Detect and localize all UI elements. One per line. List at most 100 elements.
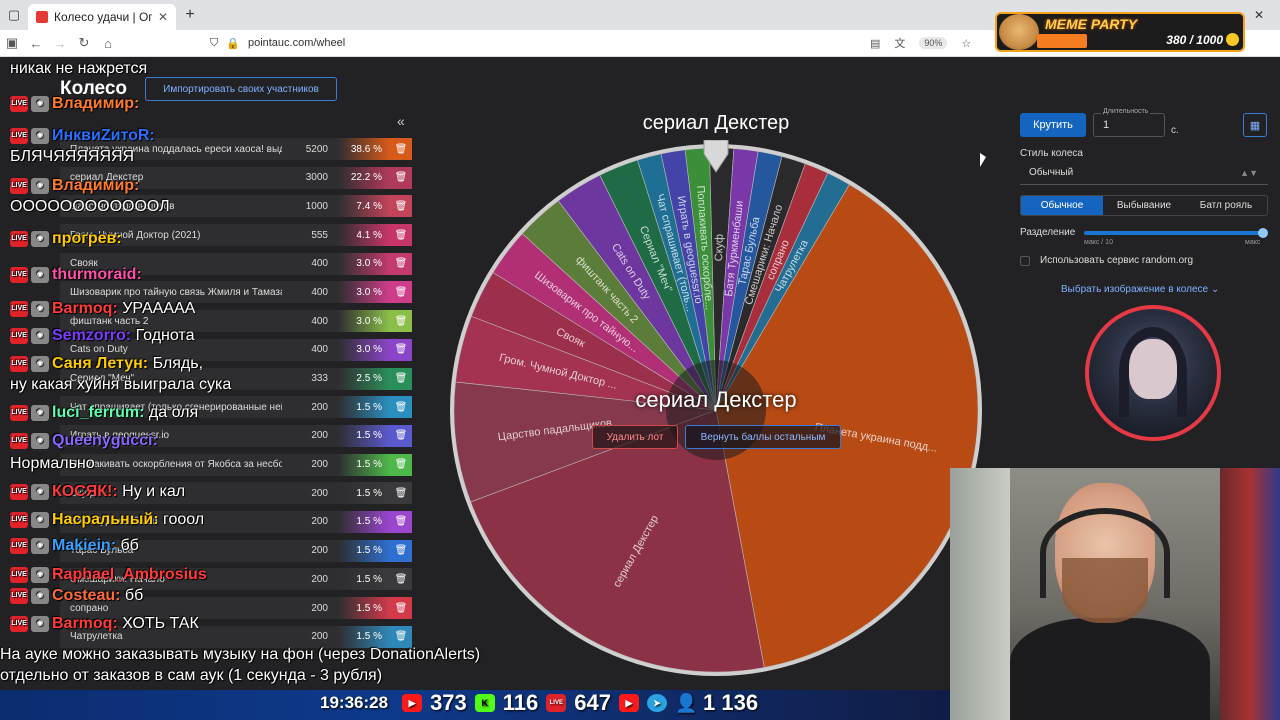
lot-amount[interactable]: 3000 [305, 172, 328, 184]
lot-amount[interactable]: 400 [311, 286, 328, 298]
reload-icon[interactable]: ↻ [78, 35, 90, 50]
lot-row[interactable]: Гром. Чумной Доктор (2021) 555 4.1 % 🗑 [60, 224, 412, 247]
forward-icon[interactable]: → [53, 35, 67, 51]
trash-icon[interactable]: 🗑 [390, 539, 412, 562]
lot-row[interactable]: Шизоварик про тайную связь Жмиля и Тамаз… [60, 281, 412, 304]
lot-row[interactable]: сопрано 200 1.5 % 🗑 [60, 597, 412, 619]
trash-icon[interactable]: 🗑 [390, 281, 412, 304]
site-info-icon[interactable]: ⛉ [210, 36, 219, 49]
lot-name[interactable]: Планета украина поддалась ереси хаоса! в… [70, 143, 282, 155]
trash-icon[interactable]: 🗑 [390, 568, 412, 591]
trash-icon[interactable]: 🗑 [390, 396, 412, 419]
trash-icon[interactable]: 🗑 [390, 367, 412, 390]
trash-icon[interactable]: 🗑 [390, 138, 412, 160]
lot-amount[interactable]: 200 [311, 631, 328, 643]
lot-amount[interactable]: 333 [311, 373, 328, 384]
wheel-style-select[interactable]: Обычный ▲▼ [1020, 161, 1268, 185]
trash-icon[interactable]: 🗑 [390, 453, 412, 476]
lot-amount[interactable]: 1000 [305, 200, 328, 212]
tab-close-icon[interactable]: ✕ [157, 10, 168, 24]
lot-row[interactable]: Играть в geoguessr.io 200 1.5 % 🗑 [60, 424, 412, 447]
lot-amount[interactable]: 400 [311, 344, 328, 356]
lot-row[interactable]: Батя Туркменбаши 200 1.5 % 🗑 [60, 510, 412, 533]
lot-amount[interactable]: 200 [311, 430, 328, 442]
lot-name[interactable]: Играть в geoguessr.io [70, 430, 170, 442]
lot-name[interactable]: Смешарики: Начало [70, 573, 165, 585]
lot-row[interactable]: Сериал "Меч" 333 2.5 % 🗑 [60, 367, 412, 390]
trash-icon[interactable]: 🗑 [390, 224, 412, 247]
lot-amount[interactable]: 200 [311, 602, 328, 614]
lot-amount[interactable]: 200 [311, 545, 328, 557]
fullscreen-icon[interactable]: ▦ [1243, 113, 1267, 137]
trash-icon[interactable]: 🗑 [390, 195, 412, 218]
trash-icon[interactable]: 🗑 [390, 625, 412, 648]
lot-row[interactable]: Чатрулетка 200 1.5 % 🗑 [60, 625, 412, 648]
lot-row[interactable]: сериал Декстер 3000 22.2 % 🗑 [60, 166, 412, 189]
duration-input[interactable]: 1 [1093, 113, 1165, 137]
zoom-level[interactable]: 90% [919, 37, 948, 49]
import-participants-button[interactable]: Импортировать своих участников [145, 77, 337, 101]
lot-name[interactable]: Шизоварик про тайную связь Жмиля и Тамаз… [70, 286, 282, 298]
lot-name[interactable]: Свояк [70, 258, 98, 270]
lot-row[interactable]: Поплакивать оскорбления от Якобса за нес… [60, 453, 412, 476]
reader-view-icon[interactable]: ▤ [870, 37, 881, 50]
lot-name[interactable]: Тарас Бульба [70, 545, 134, 557]
url-field[interactable]: ⛉ 🔒 pointauc.com/wheel [210, 37, 870, 50]
home-icon[interactable]: ⌂ [104, 35, 112, 51]
lot-row[interactable]: Свояк 400 3.0 % 🗑 [60, 252, 412, 275]
lot-name[interactable]: Чат спрашивает (только сгенерированные н… [70, 401, 282, 413]
division-slider-track[interactable] [1084, 231, 1264, 235]
lot-row[interactable]: Планета украина поддалась ереси хаоса! в… [60, 138, 412, 160]
random-org-option[interactable]: Использовать сервис random.org [1020, 255, 1193, 266]
lot-row[interactable]: Смешарики: Начало 200 1.5 % 🗑 [60, 568, 412, 591]
lot-amount[interactable]: 200 [311, 459, 328, 471]
lot-name[interactable]: Сериал "Меч" [70, 373, 135, 384]
choose-wheel-image-link[interactable]: Выбрать изображение в колесе ⌄ [1061, 284, 1220, 295]
lot-amount[interactable]: 400 [311, 258, 328, 270]
spin-button[interactable]: Крутить [1020, 113, 1086, 137]
lot-row[interactable]: Царство падальщиков 1000 7.4 % 🗑 [60, 195, 412, 218]
return-points-button[interactable]: Вернуть баллы остальным [685, 425, 841, 449]
lot-amount[interactable]: 200 [311, 487, 328, 499]
sidebar-toggle-icon[interactable]: ▣ [5, 35, 19, 50]
lot-name[interactable]: Скуф [70, 487, 95, 499]
random-org-checkbox[interactable] [1020, 255, 1030, 266]
lot-row[interactable]: Чат спрашивает (только сгенерированные н… [60, 396, 412, 419]
tab-actions-icon[interactable]: ▢ [7, 7, 21, 22]
trash-icon[interactable]: 🗑 [390, 338, 412, 361]
trash-icon[interactable]: 🗑 [390, 252, 412, 275]
prize-wheel[interactable]: Планета украина подд...сериал ДекстерЦар… [446, 140, 986, 680]
lot-amount[interactable]: 200 [311, 573, 328, 585]
browser-tab[interactable]: Колесо удачи | Определите по ✕ [28, 4, 176, 30]
lot-amount[interactable]: 555 [311, 229, 328, 241]
tab-mode-elimination[interactable]: Выбывание [1116, 200, 1172, 211]
lot-name[interactable]: сериал Декстер [70, 172, 144, 184]
lot-name[interactable]: фиштанк часть 2 [70, 315, 149, 327]
lot-name[interactable]: Царство падальщиков [70, 200, 175, 212]
lot-amount[interactable]: 200 [311, 401, 328, 413]
lot-amount[interactable]: 200 [311, 516, 328, 528]
lot-row[interactable]: Скуф 200 1.5 % 🗑 [60, 482, 412, 505]
bookmark-star-icon[interactable]: ☆ [961, 37, 972, 50]
delete-lot-button[interactable]: Удалить лот [592, 425, 678, 449]
tab-mode-normal[interactable]: Обычное [1021, 196, 1103, 215]
back-icon[interactable]: ← [29, 35, 43, 51]
lot-row[interactable]: фиштанк часть 2 400 3.0 % 🗑 [60, 310, 412, 333]
translate-icon[interactable]: 文 [894, 38, 906, 50]
lot-name[interactable]: Батя Туркменбаши [70, 516, 158, 528]
lot-name[interactable]: Поплакивать оскорбления от Якобса за нес… [70, 459, 282, 471]
trash-icon[interactable]: 🗑 [390, 510, 412, 533]
lot-amount[interactable]: 5200 [305, 143, 328, 155]
trash-icon[interactable]: 🗑 [390, 424, 412, 447]
tab-mode-battle-royale[interactable]: Батл рояль [1199, 200, 1253, 211]
lot-name[interactable]: Cats on Duty [70, 344, 128, 356]
lot-name[interactable]: Гром. Чумной Доктор (2021) [70, 229, 201, 241]
collapse-panel-icon[interactable]: « [397, 113, 405, 129]
trash-icon[interactable]: 🗑 [390, 597, 412, 619]
lot-row[interactable]: Тарас Бульба 200 1.5 % 🗑 [60, 539, 412, 562]
close-window-icon[interactable]: ✕ [1253, 8, 1264, 22]
trash-icon[interactable]: 🗑 [390, 166, 412, 189]
lot-name[interactable]: Чатрулетка [70, 631, 123, 643]
trash-icon[interactable]: 🗑 [390, 482, 412, 505]
lot-amount[interactable]: 400 [311, 315, 328, 327]
